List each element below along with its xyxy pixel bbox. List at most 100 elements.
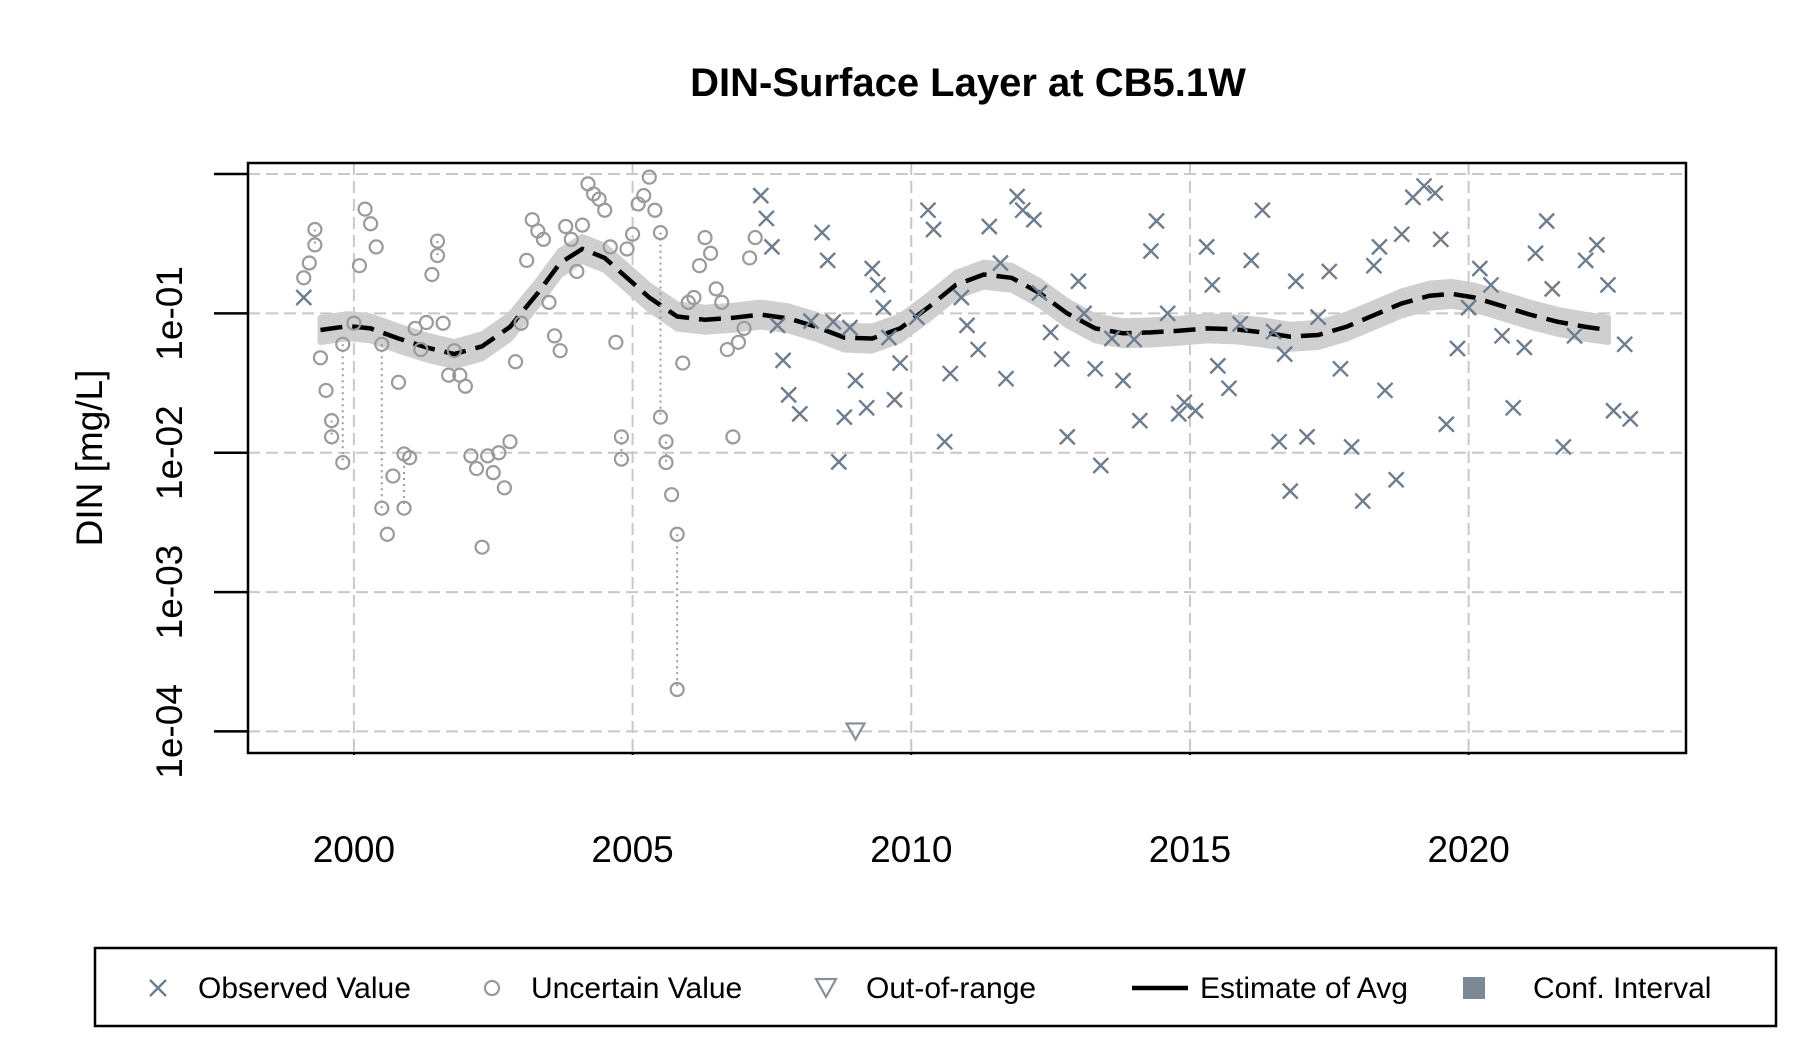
- observed-point: [869, 276, 887, 294]
- uncertain-point: [496, 480, 512, 496]
- uncertain-point: [613, 451, 630, 467]
- uncertain-point: [613, 429, 630, 445]
- observed-point: [841, 319, 859, 336]
- observed-point: [908, 308, 926, 326]
- observed-point: [1621, 410, 1639, 428]
- observed-point: [891, 354, 909, 372]
- observed-point: [997, 370, 1015, 388]
- uncertain-point: [312, 350, 329, 366]
- uncertain-point: [296, 270, 312, 286]
- observed-point: [836, 408, 853, 426]
- uncertain-point: [569, 263, 585, 280]
- uncertain-point: [736, 320, 752, 337]
- uncertain-point: [641, 169, 657, 185]
- uncertain-point: [324, 429, 340, 445]
- estimate-line: [320, 246, 1609, 357]
- uncertain-point: [608, 334, 624, 350]
- observed-point: [858, 399, 876, 417]
- observed-point: [1070, 272, 1087, 290]
- uncertain-point: [351, 258, 368, 274]
- observed-point: [769, 317, 786, 334]
- observed-point: [1042, 324, 1059, 341]
- uncertain-point: [652, 409, 669, 425]
- observed-point: [941, 365, 959, 382]
- observed-point: [1142, 242, 1160, 260]
- observed-point: [1159, 305, 1176, 322]
- uncertain-point: [541, 294, 557, 310]
- observed-point: [1220, 379, 1238, 397]
- observed-point: [1493, 327, 1511, 345]
- observed-point: [886, 391, 903, 409]
- uncertain-point: [619, 241, 635, 257]
- observed-point: [1025, 211, 1043, 229]
- triangle-down-icon: [814, 977, 838, 1000]
- uncertain-point: [697, 229, 713, 246]
- x-icon: [149, 979, 167, 997]
- uncertain-point: [346, 315, 362, 331]
- uncertain-point: [652, 224, 669, 241]
- observed-point: [774, 352, 792, 369]
- uncertain-point: [658, 434, 674, 450]
- uncertain-point: [485, 465, 501, 481]
- observed-point: [1187, 402, 1204, 420]
- observed-point: [863, 260, 881, 277]
- observed-point: [819, 252, 837, 269]
- uncertain-point: [675, 355, 691, 371]
- uncertain-point: [418, 314, 434, 331]
- data-points: [295, 169, 1639, 742]
- observed-point: [925, 221, 942, 238]
- observed-point: [1075, 305, 1093, 322]
- uncertain-point: [519, 252, 535, 268]
- observed-point: [1008, 188, 1026, 205]
- observed-point: [1516, 339, 1533, 356]
- uncertain-point: [719, 341, 735, 358]
- uncertain-point: [307, 237, 323, 253]
- observed-point: [1309, 308, 1327, 326]
- uncertain-point: [552, 343, 568, 359]
- observed-point: [1148, 212, 1165, 230]
- uncertain-point: [429, 247, 446, 264]
- observed-point: [791, 405, 809, 423]
- uncertain-point: [513, 315, 529, 331]
- uncertain-point: [502, 434, 518, 450]
- x-axis: 2000 2005 2010 2015 2020: [313, 753, 1510, 870]
- observed-point: [1131, 412, 1149, 429]
- observed-point: [992, 254, 1009, 272]
- observed-point: [1270, 433, 1288, 451]
- uncertain-point: [703, 245, 719, 261]
- observed-point: [1320, 263, 1338, 280]
- uncertain-point: [747, 229, 763, 246]
- uncertain-point: [624, 226, 641, 242]
- y-tick-label: 1e-04: [149, 684, 190, 779]
- uncertain-point: [507, 354, 524, 370]
- observed-point: [1092, 457, 1110, 474]
- uncertain-point: [335, 454, 351, 471]
- uncertain-point: [374, 500, 390, 516]
- uncertain-point: [558, 218, 574, 235]
- observed-point: [780, 386, 797, 404]
- uncertain-point: [324, 413, 340, 429]
- observed-point: [1426, 184, 1444, 202]
- observed-point: [1354, 492, 1372, 510]
- observed-point: [1538, 212, 1556, 230]
- legend-item: Estimate of Avg: [1132, 972, 1408, 1005]
- observed-point: [1298, 428, 1316, 446]
- uncertain-point: [463, 448, 479, 464]
- uncertain-point: [429, 233, 446, 249]
- observed-point: [1471, 260, 1489, 277]
- uncertain-point: [658, 454, 674, 471]
- y-tick-label: 1e-02: [149, 405, 190, 500]
- observed-point: [1566, 327, 1583, 345]
- observed-point: [936, 433, 954, 451]
- observed-point: [1588, 236, 1606, 254]
- observed-point: [1599, 276, 1617, 294]
- observed-point: [1460, 299, 1477, 316]
- observed-point: [1555, 438, 1572, 456]
- observed-point: [1437, 415, 1455, 433]
- uncertain-point: [390, 374, 407, 390]
- uncertain-point: [563, 231, 579, 247]
- observed-point: [958, 317, 976, 334]
- observed-point: [969, 341, 987, 358]
- observed-point: [1086, 360, 1104, 378]
- uncertain-point: [413, 341, 429, 358]
